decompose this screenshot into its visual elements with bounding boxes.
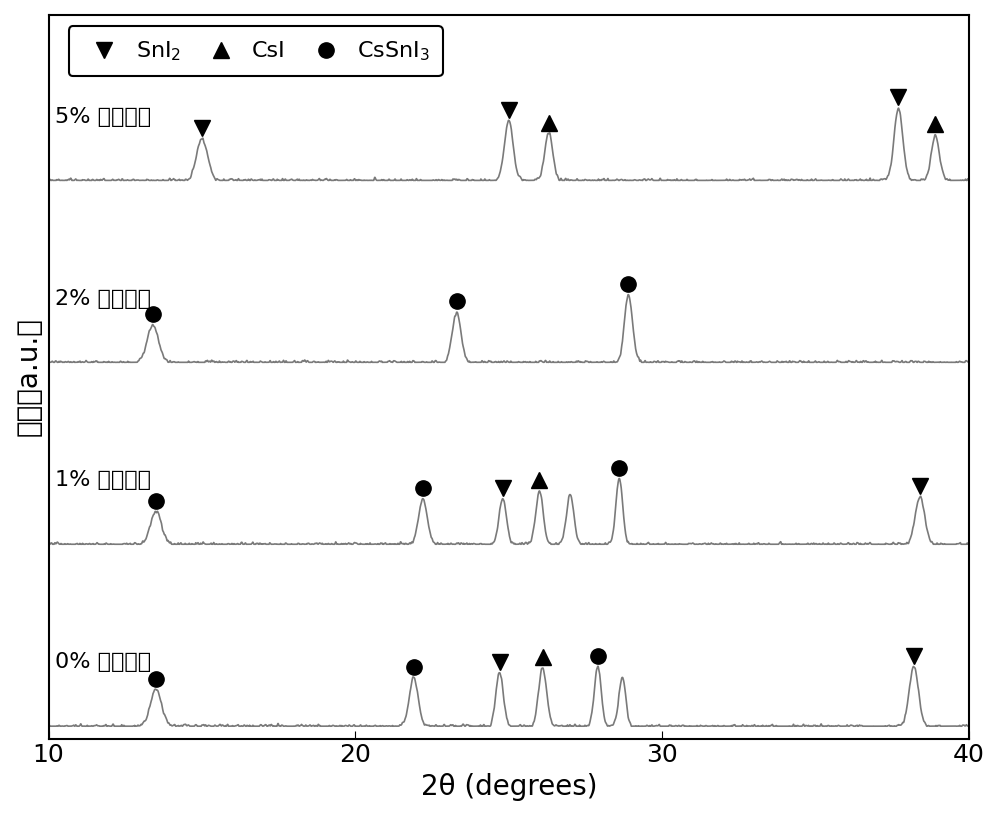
X-axis label: 2θ (degrees): 2θ (degrees) [421,773,597,801]
Y-axis label: 强度（a.u.）: 强度（a.u.） [15,317,43,437]
Text: 0% 氨基硫脲: 0% 氨基硫脲 [55,653,151,672]
Text: 5% 氨基硫脲: 5% 氨基硫脲 [55,107,151,126]
Legend: SnI$_2$, CsI, CsSnI$_3$: SnI$_2$, CsI, CsSnI$_3$ [69,26,443,77]
Text: 2% 氨基硫脲: 2% 氨基硫脲 [55,289,151,308]
Text: 1% 氨基硫脲: 1% 氨基硫脲 [55,471,151,490]
